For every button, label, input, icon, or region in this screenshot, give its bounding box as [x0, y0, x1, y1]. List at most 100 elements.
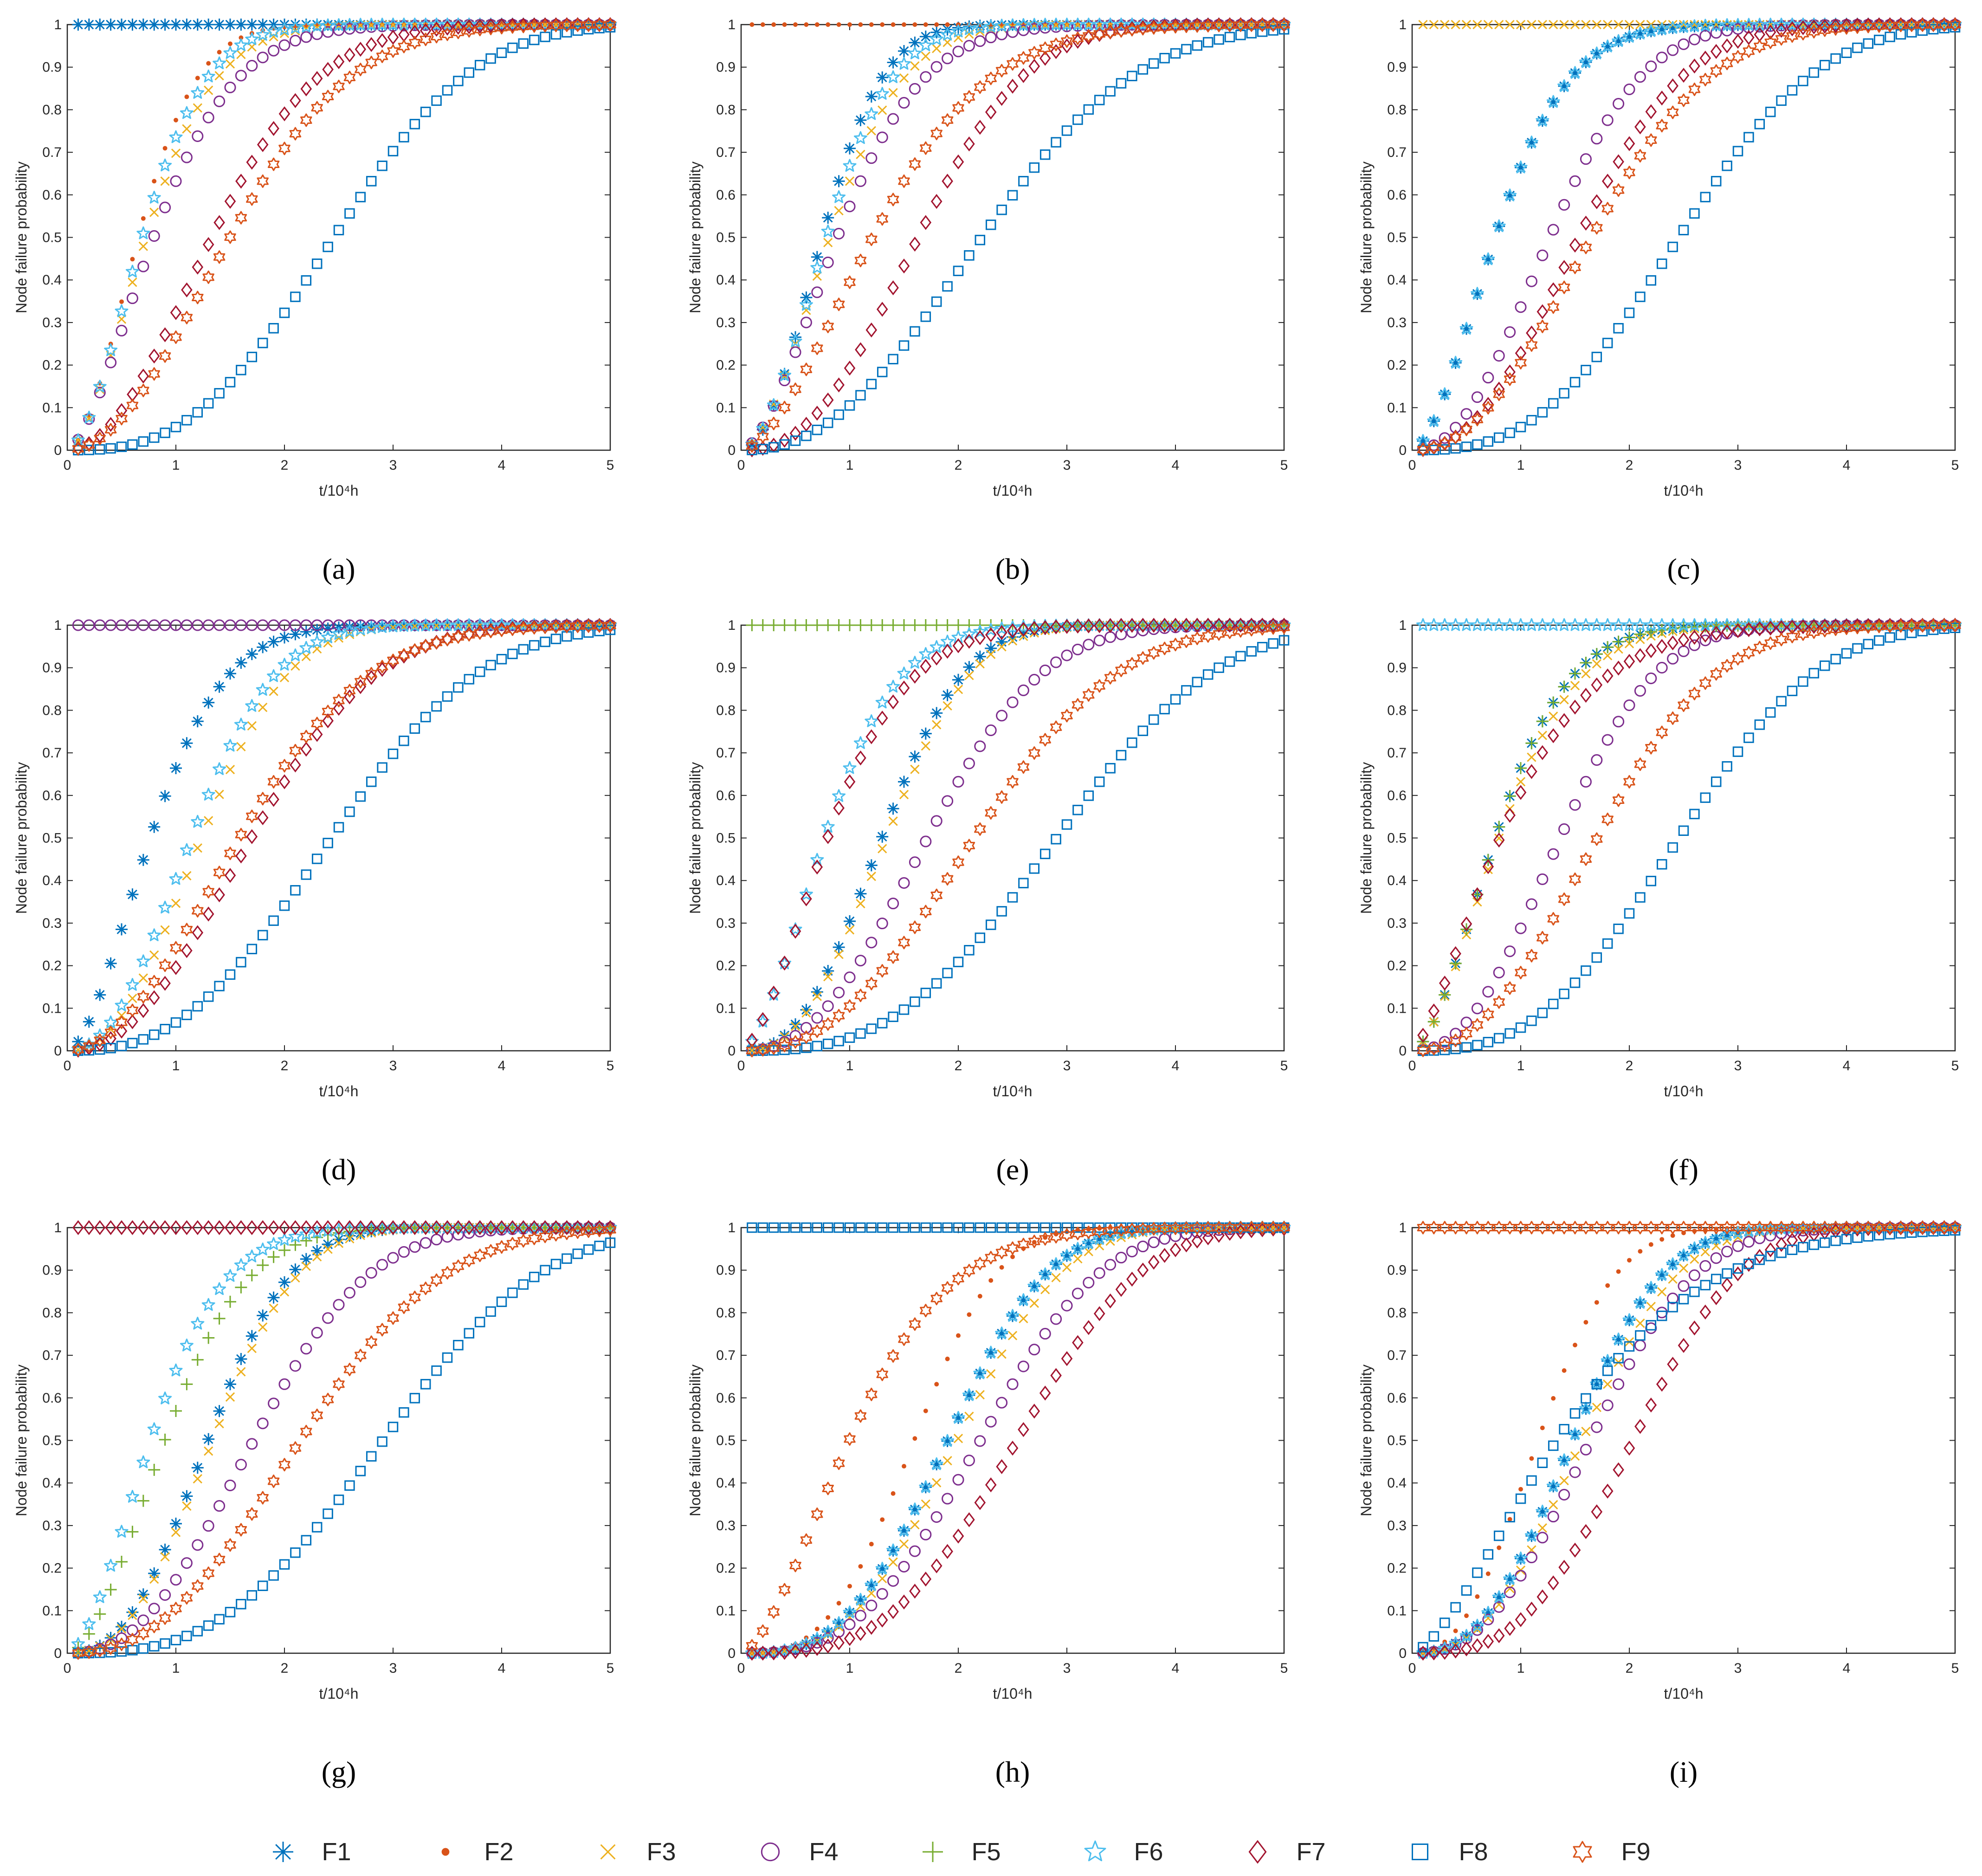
data-point-F1 [1493, 1591, 1505, 1604]
y-tick-label: 0.8 [1387, 1305, 1407, 1320]
y-tick-label: 0.1 [1387, 400, 1407, 415]
panel-caption: (i) [1670, 1755, 1698, 1788]
data-point-F3 [790, 1022, 801, 1031]
data-point-F7 [1061, 1351, 1073, 1366]
data-point-F1 [94, 989, 106, 1001]
data-point-F9 [952, 855, 964, 869]
data-point-F7 [441, 20, 453, 36]
data-point-F4 [942, 1493, 954, 1505]
data-point-F7 [822, 1638, 834, 1654]
data-point-F6 [1644, 24, 1658, 37]
data-point-F7 [496, 1220, 508, 1236]
data-point-F4 [985, 1416, 997, 1428]
data-point-F4 [1591, 1421, 1603, 1433]
data-point-F8 [181, 1009, 192, 1020]
data-point-F3 [149, 207, 159, 217]
data-point-F3 [921, 741, 930, 751]
data-point-F6 [1449, 1636, 1463, 1650]
data-point-F1 [1666, 22, 1679, 34]
data-point-F3 [964, 1411, 974, 1421]
data-point-F9 [246, 192, 258, 206]
y-tick-label: 0.2 [42, 1561, 62, 1576]
data-point-F6 [984, 1346, 998, 1359]
x-tick-label: 4 [1172, 1661, 1180, 1676]
data-point-F9 [1645, 133, 1657, 147]
data-point-F4 [300, 1343, 312, 1355]
data-point-F1 [854, 114, 867, 126]
data-point-F1 [985, 642, 997, 654]
data-point-F8 [1569, 977, 1581, 988]
data-point-F9 [278, 1458, 291, 1472]
data-point-F9 [1699, 676, 1711, 690]
data-point-F6 [897, 666, 911, 679]
series-F9 [746, 1221, 1290, 1653]
data-point-F7 [246, 1220, 258, 1236]
data-point-F1 [224, 1378, 236, 1391]
data-point-F1 [148, 821, 161, 833]
data-point-F1 [1471, 1619, 1484, 1632]
data-point-F9 [420, 639, 432, 653]
data-point-F3 [149, 950, 159, 960]
y-axis-label: Node failure probability [687, 1365, 704, 1516]
data-point-F6 [364, 621, 378, 634]
data-point-F4 [887, 898, 899, 910]
data-point-F7 [1569, 699, 1581, 715]
data-point-F2 [880, 1517, 885, 1522]
data-point-F1 [1017, 627, 1030, 640]
data-point-F8 [1711, 176, 1722, 187]
data-point-F8 [1678, 825, 1689, 836]
data-point-F9 [452, 26, 465, 39]
data-point-F1 [365, 620, 378, 632]
data-point-F5 [1558, 680, 1570, 693]
data-point-F7 [224, 194, 236, 209]
data-point-F4 [930, 1511, 943, 1523]
data-point-F7 [1710, 1290, 1722, 1306]
data-point-F8 [420, 1379, 431, 1390]
data-point-F1 [898, 1524, 910, 1537]
data-point-F1 [941, 1435, 954, 1447]
data-point-F3 [1603, 1379, 1613, 1389]
data-point-F6 [1459, 1629, 1473, 1642]
data-point-F3 [1472, 19, 1482, 30]
data-point-F8 [409, 119, 420, 129]
data-point-F4 [181, 151, 193, 163]
data-point-F3 [1570, 19, 1580, 30]
data-point-F1 [844, 915, 856, 927]
data-point-F9 [811, 1024, 823, 1038]
data-point-F8 [1591, 1379, 1602, 1390]
data-point-F7 [1235, 1224, 1246, 1240]
y-tick-label: 0 [728, 1043, 736, 1059]
data-point-F7 [865, 322, 878, 338]
data-point-F8 [496, 47, 507, 58]
data-point-F6 [1438, 1641, 1452, 1655]
data-point-F8 [1278, 24, 1290, 35]
data-point-F4 [1525, 275, 1537, 287]
data-point-F9 [1439, 1038, 1451, 1052]
data-point-F2 [945, 1356, 950, 1361]
plot-area [66, 24, 611, 451]
data-point-F9 [235, 211, 247, 225]
data-point-F9 [930, 888, 943, 902]
data-point-F6 [310, 635, 324, 648]
data-point-F2 [760, 22, 765, 27]
data-point-F7 [1213, 1228, 1225, 1243]
data-point-F9 [192, 291, 204, 304]
data-point-F7 [779, 1645, 790, 1660]
data-point-F1 [778, 1029, 791, 1042]
data-point-F1 [1666, 1258, 1679, 1271]
data-point-F4 [789, 346, 801, 358]
data-point-F7 [192, 1220, 204, 1236]
data-point-F3 [236, 742, 246, 751]
data-point-F5 [909, 619, 921, 631]
data-point-F8 [833, 409, 844, 420]
data-point-F4 [1017, 1360, 1029, 1372]
legend-label: F9 [1621, 1838, 1650, 1866]
data-point-F6 [1698, 1236, 1712, 1249]
data-point-F3 [834, 206, 844, 216]
y-tick-label: 0.6 [1387, 188, 1407, 203]
data-point-F9 [1634, 757, 1646, 771]
data-point-F9 [484, 21, 497, 35]
data-point-F9 [1829, 622, 1842, 636]
data-point-F7 [1645, 1397, 1657, 1413]
data-point-F6 [865, 1578, 878, 1591]
